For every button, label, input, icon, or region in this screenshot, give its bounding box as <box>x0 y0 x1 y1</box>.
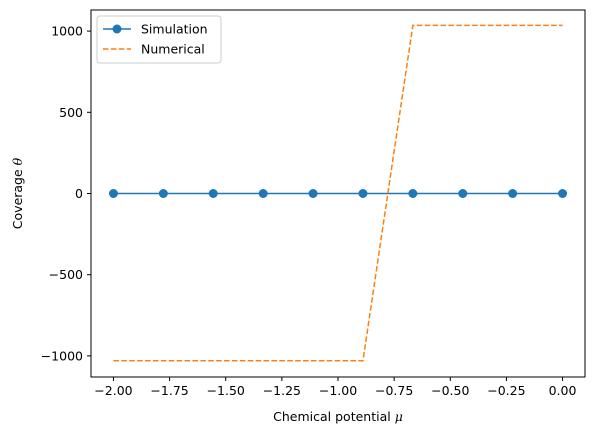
data-point <box>258 189 268 198</box>
series-line-numerical <box>113 24 563 362</box>
x-tick-label: −1.50 <box>207 383 245 398</box>
x-axis: −2.00 −1.75 −1.50 −1.25 −1.00 −0.75 −0.50 −0.25… <box>94 377 577 398</box>
data-point <box>108 189 118 198</box>
y-tick-label: 0 <box>75 186 83 201</box>
data-point <box>308 189 318 198</box>
data-point <box>158 189 168 198</box>
data-point <box>408 189 418 198</box>
x-tick-label: −2.00 <box>94 383 132 398</box>
x-tick-label: −0.75 <box>375 383 413 398</box>
data-point <box>558 189 568 198</box>
x-tick-label: −1.00 <box>319 383 357 398</box>
y-tick-label: −1000 <box>41 348 83 363</box>
plot-area <box>108 24 568 362</box>
data-point <box>458 189 468 198</box>
y-axis: −1000 −500 0 500 1000 <box>41 24 91 363</box>
data-point <box>208 189 218 198</box>
data-point <box>358 189 368 198</box>
x-tick-label: −0.50 <box>431 383 469 398</box>
x-axis-label: Chemical potential μ <box>273 409 403 424</box>
legend-label-simulation: Simulation <box>141 22 208 37</box>
x-tick-label: 0.00 <box>549 383 577 398</box>
x-tick-label: −0.25 <box>487 383 525 398</box>
x-tick-label: −1.25 <box>263 383 301 398</box>
y-tick-label: −500 <box>49 267 83 282</box>
legend-label-numerical: Numerical <box>141 42 205 57</box>
y-tick-label: 500 <box>59 105 83 120</box>
legend-marker-simulation <box>112 24 122 34</box>
y-tick-label: 1000 <box>51 24 83 39</box>
x-tick-label: −1.75 <box>150 383 188 398</box>
y-axis-label: Coverage θ <box>10 157 25 229</box>
legend: Simulation Numerical <box>96 15 222 64</box>
legend-box <box>96 15 222 64</box>
data-point <box>508 189 518 198</box>
